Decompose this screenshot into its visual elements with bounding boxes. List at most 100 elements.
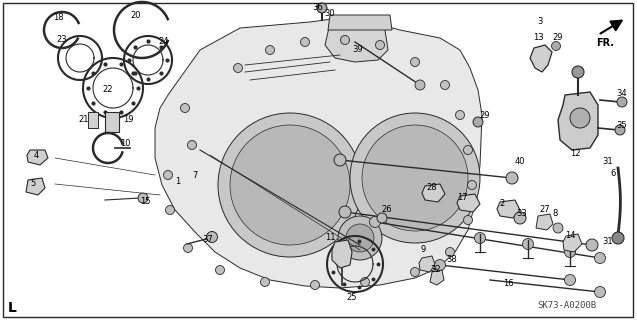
Circle shape	[441, 81, 450, 90]
Text: 19: 19	[123, 116, 133, 124]
Circle shape	[612, 232, 624, 244]
Circle shape	[206, 231, 217, 243]
Circle shape	[615, 125, 625, 135]
Polygon shape	[332, 240, 352, 268]
Polygon shape	[328, 15, 392, 30]
Polygon shape	[536, 214, 553, 230]
Polygon shape	[325, 18, 388, 62]
Polygon shape	[419, 256, 435, 272]
Text: 15: 15	[140, 197, 150, 206]
Text: 10: 10	[120, 140, 130, 148]
Circle shape	[338, 216, 382, 260]
Circle shape	[553, 223, 563, 233]
Text: 4: 4	[33, 150, 39, 159]
Circle shape	[234, 63, 243, 73]
Polygon shape	[563, 234, 582, 252]
Circle shape	[180, 103, 189, 113]
Circle shape	[410, 58, 420, 67]
Polygon shape	[26, 178, 45, 195]
Text: 29: 29	[553, 34, 563, 43]
Circle shape	[341, 36, 350, 44]
Text: 13: 13	[533, 34, 543, 43]
Circle shape	[362, 125, 468, 231]
Circle shape	[230, 125, 350, 245]
Circle shape	[187, 140, 196, 149]
Text: 39: 39	[353, 45, 363, 54]
Text: 6: 6	[610, 170, 616, 179]
Bar	[105, 112, 119, 132]
Circle shape	[301, 37, 310, 46]
Text: 31: 31	[603, 157, 613, 166]
Circle shape	[350, 113, 480, 243]
Text: 31: 31	[603, 237, 613, 246]
Circle shape	[514, 212, 526, 224]
Circle shape	[434, 260, 445, 270]
Text: 28: 28	[427, 183, 438, 193]
Text: 29: 29	[480, 111, 490, 121]
Circle shape	[138, 193, 148, 203]
Text: 20: 20	[131, 12, 141, 20]
Circle shape	[339, 206, 351, 218]
Circle shape	[570, 108, 590, 128]
Circle shape	[334, 154, 346, 166]
Circle shape	[473, 117, 483, 127]
Circle shape	[594, 252, 606, 263]
Circle shape	[464, 215, 473, 225]
Circle shape	[445, 247, 455, 257]
Circle shape	[261, 277, 269, 286]
Text: 38: 38	[447, 255, 457, 265]
Polygon shape	[497, 200, 520, 218]
Text: 22: 22	[103, 85, 113, 94]
Circle shape	[522, 238, 534, 250]
Circle shape	[468, 180, 476, 189]
Text: 36: 36	[313, 4, 324, 12]
Text: 8: 8	[552, 209, 557, 218]
Circle shape	[564, 246, 575, 258]
Text: 5: 5	[31, 179, 36, 188]
Text: 30: 30	[325, 10, 335, 19]
Polygon shape	[155, 18, 482, 288]
Circle shape	[266, 45, 275, 54]
Polygon shape	[558, 92, 598, 150]
Polygon shape	[530, 45, 552, 72]
Text: 17: 17	[457, 194, 468, 203]
Circle shape	[346, 224, 374, 252]
Circle shape	[464, 146, 473, 155]
Text: 9: 9	[420, 245, 426, 254]
Text: FR.: FR.	[596, 38, 614, 48]
Bar	[88, 112, 98, 128]
Circle shape	[164, 171, 173, 180]
Text: 25: 25	[347, 293, 357, 302]
Circle shape	[166, 205, 175, 214]
Circle shape	[617, 97, 627, 107]
Text: 35: 35	[617, 122, 627, 131]
Circle shape	[415, 80, 425, 90]
Text: 7: 7	[192, 171, 197, 180]
Circle shape	[455, 110, 464, 119]
Text: 23: 23	[57, 36, 68, 44]
Circle shape	[218, 113, 362, 257]
Text: 33: 33	[517, 209, 527, 218]
Circle shape	[552, 42, 561, 51]
Text: 26: 26	[382, 205, 392, 214]
Circle shape	[410, 268, 420, 276]
Circle shape	[375, 41, 385, 50]
Circle shape	[564, 275, 575, 285]
Text: 12: 12	[569, 148, 580, 157]
Circle shape	[572, 66, 584, 78]
Circle shape	[310, 281, 320, 290]
Circle shape	[317, 3, 327, 13]
Circle shape	[369, 217, 380, 228]
Text: 21: 21	[79, 116, 89, 124]
Circle shape	[586, 239, 598, 251]
Polygon shape	[457, 194, 480, 212]
Text: SK73-A0200B: SK73-A0200B	[538, 300, 597, 309]
Polygon shape	[422, 184, 445, 202]
Text: 1: 1	[175, 178, 181, 187]
Text: 32: 32	[431, 266, 441, 275]
Circle shape	[361, 277, 369, 286]
Circle shape	[377, 213, 387, 223]
Text: 24: 24	[159, 37, 169, 46]
Text: 14: 14	[565, 231, 575, 241]
Text: 37: 37	[203, 236, 213, 244]
